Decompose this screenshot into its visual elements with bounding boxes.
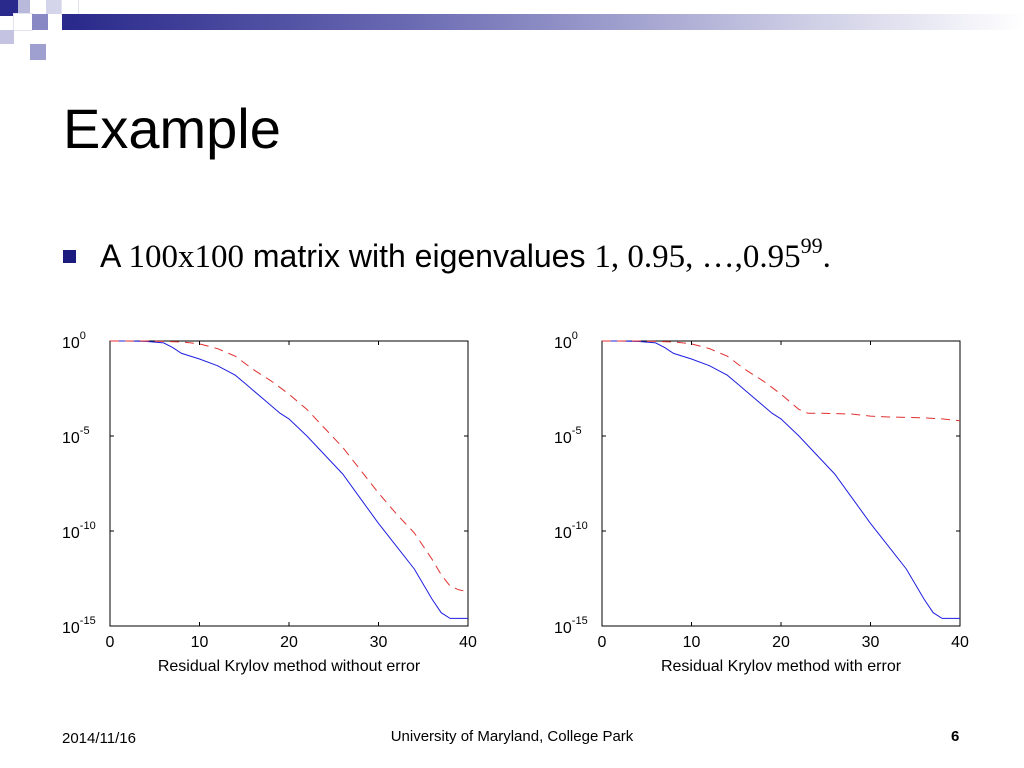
chart-with-error: 0 10 20 30 40 100 10-5 10-10 10-15 Residual Krylo… bbox=[550, 320, 980, 680]
slide-title: Example bbox=[63, 97, 281, 160]
x-tick-label: 30 bbox=[862, 634, 880, 651]
eigenvalue-exponent: 99 bbox=[800, 232, 823, 258]
eigenvalue-list: 1, 0.95, …,0.95 bbox=[594, 238, 801, 275]
deco-square bbox=[32, 14, 48, 30]
x-tick-label: 20 bbox=[280, 634, 298, 651]
deco-square bbox=[13, 13, 33, 31]
chart-without-error: 0 10 20 30 40 100 10-5 10-10 10-15 Residual Krylo… bbox=[58, 320, 488, 680]
x-axis-label: Residual Krylov method without error bbox=[158, 658, 421, 675]
x-tick-label: 0 bbox=[106, 634, 115, 651]
x-tick-label: 40 bbox=[459, 634, 477, 651]
dashed-residual-line bbox=[602, 340, 961, 422]
deco-square bbox=[30, 44, 46, 60]
deco-square bbox=[46, 0, 62, 14]
x-tick-label: 20 bbox=[772, 634, 790, 651]
deco-square bbox=[0, 30, 14, 44]
x-tick-label: 40 bbox=[951, 634, 969, 651]
deco-square bbox=[61, 0, 79, 15]
solid-residual-line bbox=[602, 340, 960, 619]
y-tick-label: 100 bbox=[554, 330, 578, 352]
square-bullet-icon bbox=[63, 249, 76, 263]
solid-residual-line bbox=[110, 340, 468, 619]
deco-square bbox=[62, 14, 78, 30]
y-tick-label: 10-5 bbox=[62, 425, 90, 447]
x-tick-label: 10 bbox=[191, 634, 209, 651]
x-tick-label: 10 bbox=[683, 634, 701, 651]
x-tick-label: 0 bbox=[598, 634, 607, 651]
plot-frame bbox=[109, 340, 469, 627]
x-axis-label: Residual Krylov method with error bbox=[661, 658, 902, 675]
deco-square bbox=[0, 0, 18, 16]
bullet-suffix: . bbox=[822, 238, 831, 275]
footer-institution: University of Maryland, College Park bbox=[390, 728, 634, 745]
bullet-prefix: A bbox=[100, 237, 129, 274]
x-tick-label: 30 bbox=[370, 634, 388, 651]
header-decoration bbox=[0, 0, 1024, 62]
y-tick-label: 10-15 bbox=[554, 615, 588, 637]
y-tick-label: 10-10 bbox=[554, 520, 588, 542]
y-tick-label: 100 bbox=[62, 330, 86, 352]
y-tick-label: 10-5 bbox=[554, 425, 582, 447]
y-tick-label: 10-10 bbox=[62, 520, 96, 542]
bullet-mid: matrix with eigenvalues bbox=[243, 237, 595, 274]
plot-frame bbox=[601, 340, 961, 627]
footer-date: 2014/11/16 bbox=[62, 730, 136, 747]
dashed-residual-line bbox=[110, 340, 469, 593]
page-number: 6 bbox=[951, 728, 960, 745]
matrix-size: 100x100 bbox=[128, 238, 244, 275]
bullet-item: A 100x100 matrix with eigenvalues 1, 0.9… bbox=[63, 232, 831, 276]
residual-chart-without-error: 0 10 20 30 40 100 10-5 10-10 10-15 Residual Krylo… bbox=[62, 330, 477, 675]
bullet-text: A 100x100 matrix with eigenvalues 1, 0.9… bbox=[100, 233, 831, 276]
deco-square bbox=[18, 0, 30, 14]
y-tick-label: 10-15 bbox=[62, 615, 96, 637]
residual-chart-with-error: 0 10 20 30 40 100 10-5 10-10 10-15 Residual Krylo… bbox=[554, 330, 969, 675]
header-gradient-bar bbox=[78, 14, 1024, 30]
